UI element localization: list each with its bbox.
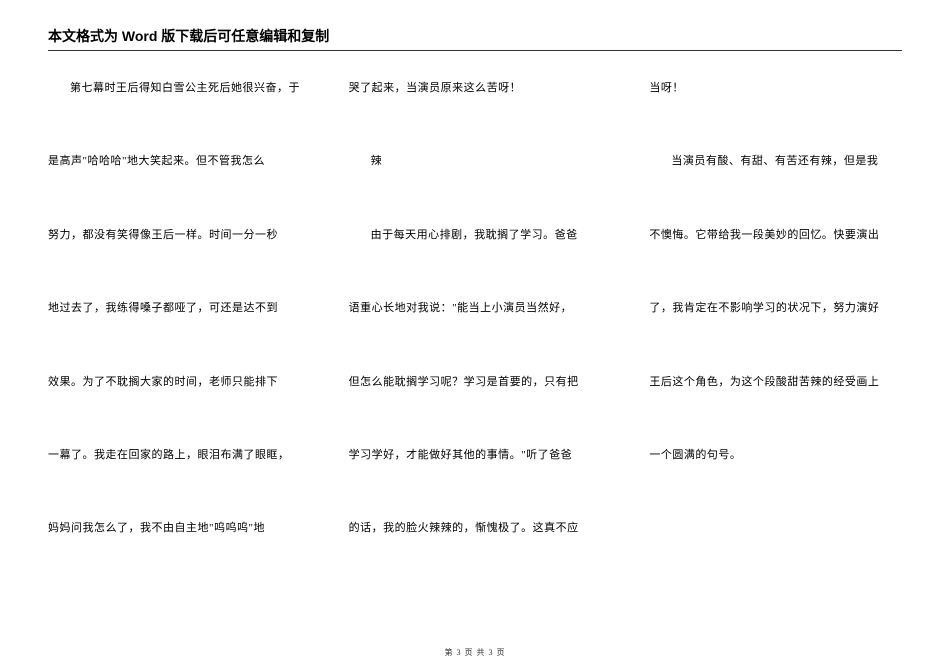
column-3: 当呀！ 当演员有酸、有甜、有苦还有辣，但是我 不懊悔。它带给我一段美妙的回忆。快…: [649, 81, 902, 595]
text-line: 当呀！: [649, 81, 902, 96]
text-line: 一个圆满的句号。: [649, 448, 902, 463]
text-line: 效果。为了不耽搁大家的时间，老师只能排下: [48, 375, 301, 390]
text-line: 哭了起来，当演员原来这么苦呀！: [349, 81, 602, 96]
header-divider: [48, 50, 902, 51]
text-line: 当演员有酸、有甜、有苦还有辣，但是我: [649, 154, 902, 169]
text-line: 是高声"哈哈哈"地大笑起来。但不管我怎么: [48, 154, 301, 169]
text-line: 王后这个角色，为这个段酸甜苦辣的经受画上: [649, 375, 902, 390]
column-2: 哭了起来，当演员原来这么苦呀！ 辣 由于每天用心排剧，我耽搁了学习。爸爸 语重心…: [349, 81, 602, 595]
text-line: 努力，都没有笑得像王后一样。时间一分一秒: [48, 228, 301, 243]
text-line: 了，我肯定在不影响学习的状况下，努力演好: [649, 301, 902, 316]
text-line: 地过去了，我练得嗓子都哑了，可还是达不到: [48, 301, 301, 316]
text-line: 学习学好，才能做好其他的事情。"听了爸爸: [349, 448, 602, 463]
text-line: 但怎么能耽搁学习呢？学习是首要的，只有把: [349, 375, 602, 390]
page-title: 本文格式为 Word 版下载后可任意编辑和复制: [48, 26, 902, 50]
document-page: 本文格式为 Word 版下载后可任意编辑和复制 第七幕时王后得知白雪公主死后她很…: [0, 0, 950, 595]
text-line: 语重心长地对我说："能当上小演员当然好，: [349, 301, 602, 316]
text-line: 由于每天用心排剧，我耽搁了学习。爸爸: [349, 228, 602, 243]
text-columns: 第七幕时王后得知白雪公主死后她很兴奋，于 是高声"哈哈哈"地大笑起来。但不管我怎…: [48, 81, 902, 595]
text-line: 的话，我的脸火辣辣的，惭愧极了。这真不应: [349, 521, 602, 536]
page-footer: 第 3 页 共 3 页: [0, 647, 950, 658]
text-line: 第七幕时王后得知白雪公主死后她很兴奋，于: [48, 81, 301, 96]
text-line: 一幕了。我走在回家的路上，眼泪布满了眼眶，: [48, 448, 301, 463]
column-1: 第七幕时王后得知白雪公主死后她很兴奋，于 是高声"哈哈哈"地大笑起来。但不管我怎…: [48, 81, 301, 595]
text-line: 妈妈问我怎么了，我不由自主地"呜呜呜"地: [48, 521, 301, 536]
text-line: 辣: [349, 154, 602, 169]
text-line: 不懊悔。它带给我一段美妙的回忆。快要演出: [649, 228, 902, 243]
